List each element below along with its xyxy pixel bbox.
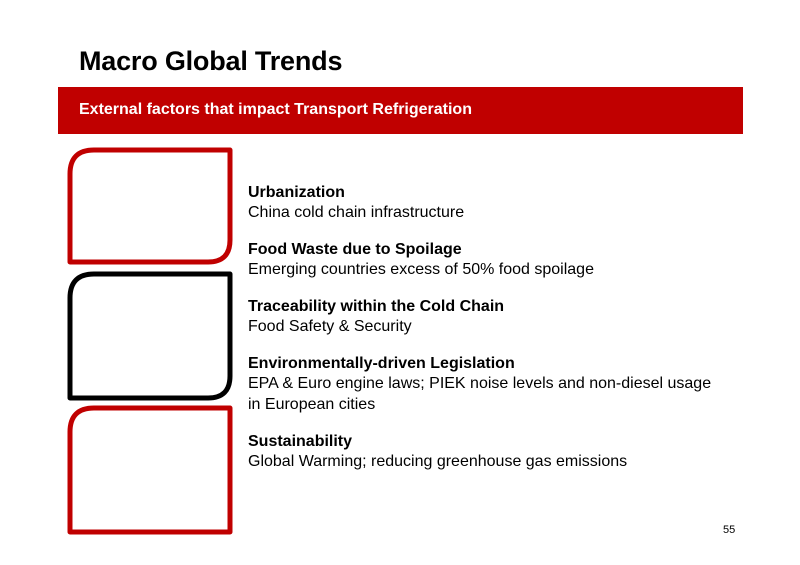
- black-frame-middle: [67, 271, 233, 401]
- trend-item-legislation: Environmentally-driven Legislation EPA &…: [248, 354, 718, 415]
- page-number: 55: [723, 524, 736, 536]
- trend-list: Urbanization China cold chain infrastruc…: [248, 183, 718, 489]
- trend-description: EPA & Euro engine laws; PIEK noise level…: [248, 375, 712, 413]
- trend-item-traceability: Traceability within the Cold Chain Food …: [248, 297, 718, 337]
- trend-description: China cold chain infrastructure: [248, 204, 465, 221]
- trend-description: Food Safety & Security: [248, 318, 412, 335]
- red-frame-bottom: [67, 405, 233, 535]
- trend-title: Environmentally-driven Legislation: [248, 355, 515, 372]
- trend-title: Sustainability: [248, 433, 353, 450]
- trend-title: Traceability within the Cold Chain: [248, 298, 505, 315]
- slide-title: Macro Global Trends: [79, 46, 343, 76]
- trend-description: Emerging countries excess of 50% food sp…: [248, 261, 594, 278]
- decorative-frames: [67, 147, 233, 535]
- trend-item-urbanization: Urbanization China cold chain infrastruc…: [248, 183, 718, 223]
- trend-description: Global Warming; reducing greenhouse gas …: [248, 453, 628, 470]
- trend-title: Food Waste due to Spoilage: [248, 241, 462, 258]
- trend-item-food-waste: Food Waste due to Spoilage Emerging coun…: [248, 240, 718, 280]
- trend-title: Urbanization: [248, 184, 345, 201]
- subtitle-text: External factors that impact Transport R…: [79, 101, 472, 118]
- red-frame-top: [67, 147, 233, 265]
- subtitle-banner: External factors that impact Transport R…: [58, 87, 743, 134]
- trend-item-sustainability: Sustainability Global Warming; reducing …: [248, 432, 718, 472]
